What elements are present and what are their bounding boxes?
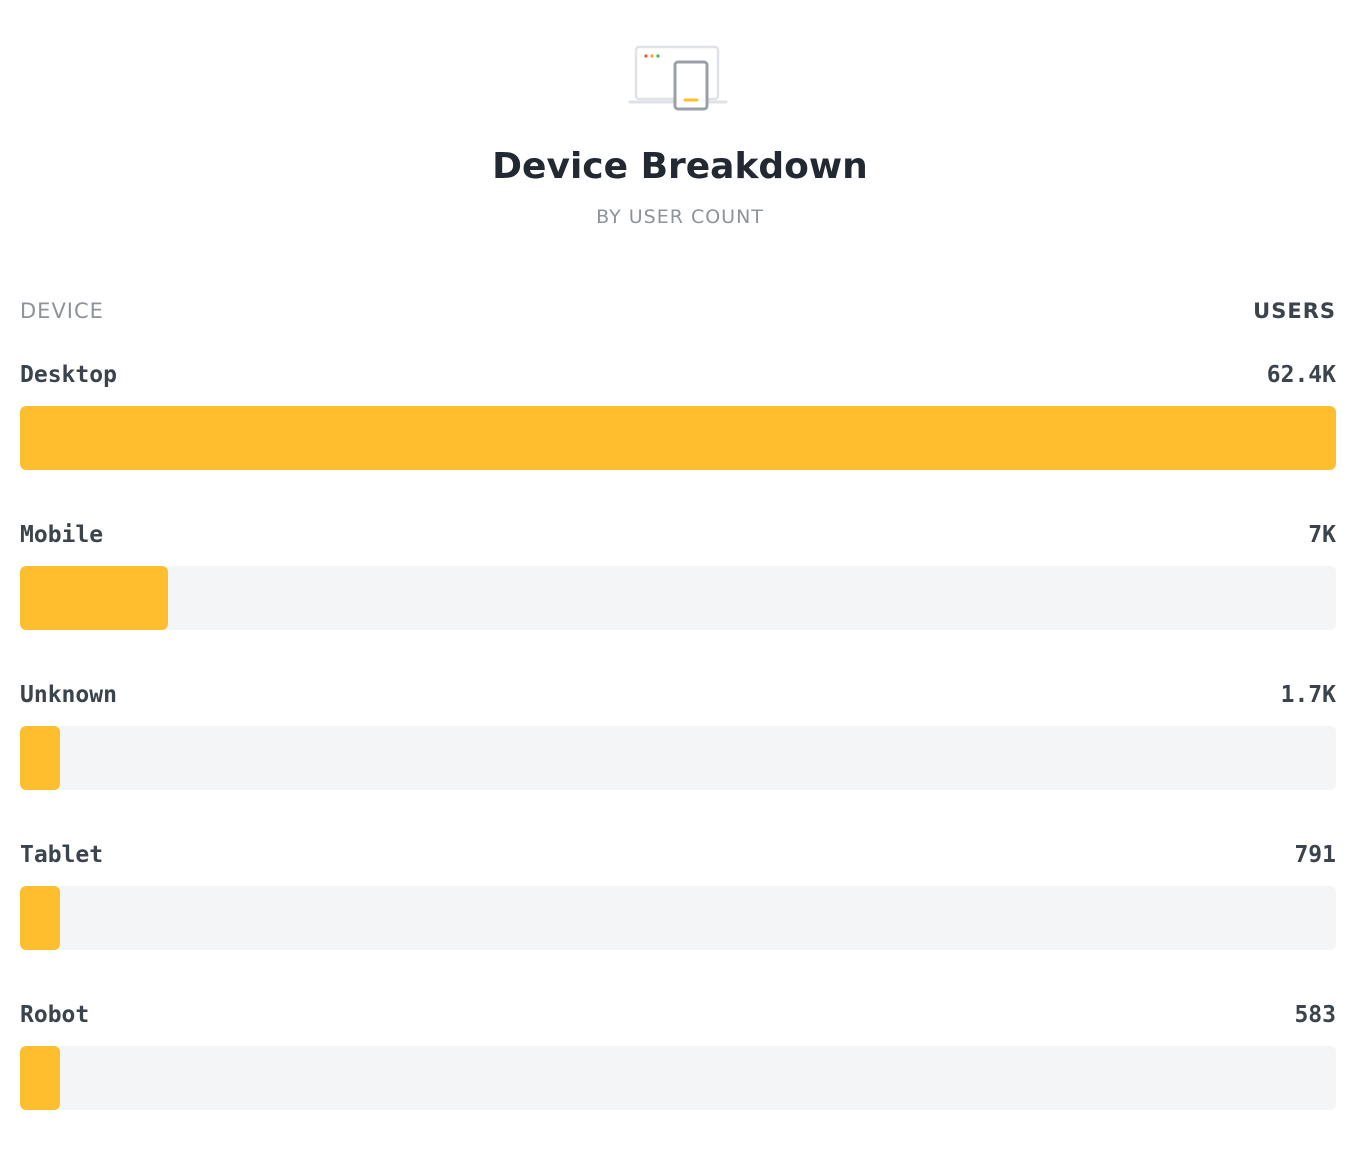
bar-list: Desktop 62.4K Mobile 7K Unknown 1.7K Tablet 791…: [20, 360, 1336, 1156]
bar-row: Unknown 1.7K: [20, 680, 1336, 840]
bar-track: [20, 726, 1336, 790]
category-label: Mobile: [20, 522, 104, 548]
value-label: 791: [1294, 842, 1336, 868]
bar: [20, 406, 1336, 470]
chart-header: Device Breakdown BY USER COUNT: [0, 0, 1360, 250]
bar-track: [20, 566, 1336, 630]
chart-subtitle: BY USER COUNT: [596, 206, 764, 228]
bar: [20, 1046, 60, 1110]
category-label: Unknown: [20, 682, 117, 708]
column-header-device: DEVICE: [20, 299, 104, 323]
chart-title: Device Breakdown: [492, 146, 868, 187]
bar: [20, 566, 168, 630]
value-label: 1.7K: [1280, 682, 1336, 708]
bar-track: [20, 406, 1336, 470]
bar-row: Robot 583: [20, 1000, 1336, 1156]
value-label: 62.4K: [1266, 362, 1336, 388]
bar-row: Mobile 7K: [20, 520, 1336, 680]
bar-row: Desktop 62.4K: [20, 360, 1336, 520]
bar-row: Tablet 791: [20, 840, 1336, 1000]
value-label: 7K: [1308, 522, 1336, 548]
bar: [20, 886, 60, 950]
column-header-users: USERS: [1253, 299, 1336, 323]
category-label: Tablet: [20, 842, 104, 868]
category-label: Robot: [20, 1002, 90, 1028]
bar: [20, 726, 60, 790]
devices-icon: [628, 45, 728, 111]
value-label: 583: [1294, 1002, 1336, 1028]
bar-track: [20, 1046, 1336, 1110]
category-label: Desktop: [20, 362, 117, 388]
bar-track: [20, 886, 1336, 950]
